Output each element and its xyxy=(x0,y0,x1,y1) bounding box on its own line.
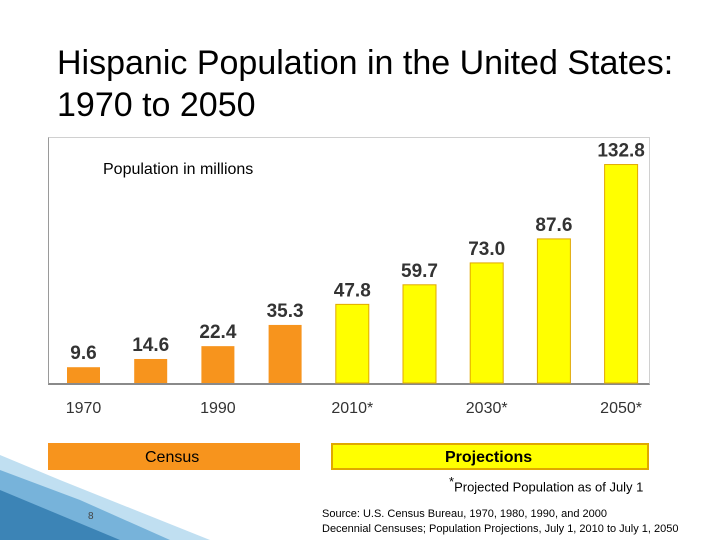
value-label-2010*: 47.8 xyxy=(334,280,371,301)
bar-2030* xyxy=(469,262,504,384)
value-label-1970: 9.6 xyxy=(70,343,96,364)
value-labels-layer: 9.6 14.6 22.4 35.3 47.8 59.7 73.0 87.6 132.8 xyxy=(70,141,645,365)
source-line-1: Source: U.S. Census Bureau, 1970, 1980, … xyxy=(322,508,607,520)
x-tick-label-1990: 1990 xyxy=(200,400,236,417)
source-line-2: Decennial Censuses; Population Projectio… xyxy=(322,523,679,535)
footnote: *Projected Population as of July 1 xyxy=(449,474,643,494)
bar-2020* xyxy=(402,284,437,384)
chart-frame xyxy=(48,137,650,385)
bar-1980 xyxy=(134,358,168,383)
x-tick-label-1970: 1970 xyxy=(66,400,102,417)
y-axis-label: Population in millions xyxy=(103,161,254,178)
x-tick-label-2010*: 2010* xyxy=(331,400,373,417)
value-label-1980: 14.6 xyxy=(132,335,169,356)
bar-1970 xyxy=(67,367,100,383)
bar-2000 xyxy=(268,324,302,383)
bar-2050* xyxy=(604,164,639,384)
bar-2040* xyxy=(536,238,571,384)
value-label-2020*: 59.7 xyxy=(401,261,438,282)
x-tick-label-2050*: 2050* xyxy=(600,400,642,417)
slide-title: Hispanic Population in the United States… xyxy=(57,44,674,124)
bars-layer xyxy=(67,164,639,384)
value-label-2030*: 73.0 xyxy=(468,239,505,260)
legend-census-label: Census xyxy=(145,449,200,466)
decorative-corner-graphic xyxy=(0,455,210,540)
legend-census: Census xyxy=(48,443,300,470)
bar-1990 xyxy=(201,346,235,383)
bar-2010* xyxy=(335,303,370,384)
x-tick-label-2030*: 2030* xyxy=(466,400,508,417)
bar-chart: 9.6 14.6 22.4 35.3 47.8 59.7 73.0 87.6 132.8 197… xyxy=(66,141,645,417)
source-note: Source: U.S. Census Bureau, 1970, 1980, … xyxy=(322,507,679,537)
value-label-1990: 22.4 xyxy=(199,322,236,343)
slide-number: 8 xyxy=(88,511,94,522)
x-tick-labels-layer: 1970 1990 2010* 2030* 2050* xyxy=(66,400,642,417)
value-label-2040*: 87.6 xyxy=(535,215,572,236)
value-label-2000: 35.3 xyxy=(267,301,304,322)
footnote-star: * xyxy=(449,474,455,489)
footnote-text: Projected Population as of July 1 xyxy=(454,479,644,495)
legend-projections-label: Projections xyxy=(445,449,533,466)
legend-projections: Projections xyxy=(331,443,649,470)
value-label-2050*: 132.8 xyxy=(597,141,645,162)
